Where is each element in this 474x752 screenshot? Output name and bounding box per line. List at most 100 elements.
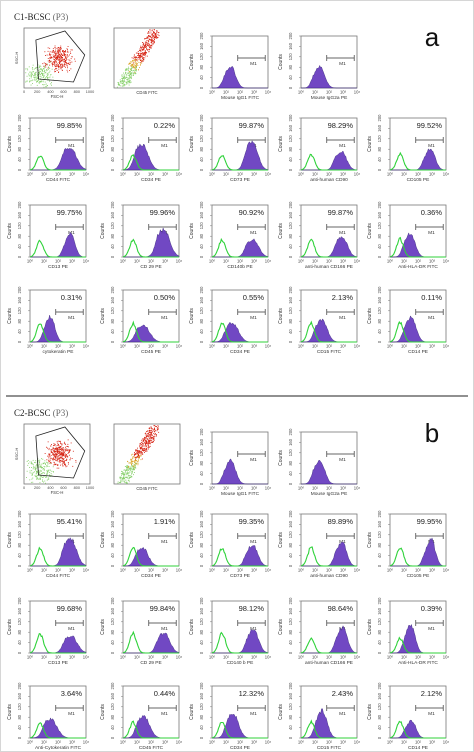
dot [56, 68, 58, 70]
y-tick-label: 200 [110, 597, 115, 605]
dot [64, 462, 65, 464]
dot [128, 480, 130, 481]
dot [133, 64, 135, 66]
dot [149, 440, 151, 442]
dot [63, 461, 65, 463]
x-tick-label: 10⁰ [27, 344, 34, 349]
dot [127, 81, 129, 83]
dot-plot-x-title: CD45 FITC [136, 90, 157, 95]
dot [55, 54, 57, 56]
dot [153, 425, 155, 427]
gate-label: M1 [68, 143, 75, 149]
dot [46, 459, 48, 461]
dot [152, 429, 154, 431]
y-tick-label: 0 [17, 736, 22, 739]
percent-label: 2.12% [421, 689, 443, 698]
dot [121, 474, 122, 476]
y-tick-label: 80 [110, 146, 115, 151]
dot [59, 454, 61, 455]
dot [35, 72, 37, 74]
dot [155, 37, 157, 39]
dot [69, 449, 71, 451]
dot [60, 453, 62, 455]
y-tick-label: 40 [110, 640, 115, 645]
dot [120, 81, 121, 83]
dot [57, 65, 59, 67]
dot [42, 70, 43, 72]
dot [140, 50, 142, 52]
y-tick-label: 80 [17, 146, 22, 151]
histogram-frame [122, 117, 180, 171]
dot [65, 463, 66, 465]
dot [62, 465, 64, 467]
isotype-control-line [211, 631, 268, 654]
gate-label: M1 [428, 143, 435, 149]
dot [148, 32, 150, 34]
dot [63, 52, 65, 54]
dot [136, 69, 137, 71]
dot [151, 29, 153, 31]
dot [122, 82, 124, 84]
dot [54, 55, 56, 56]
dot [56, 464, 58, 466]
dot [149, 428, 150, 430]
dot [143, 449, 145, 451]
y-tick-label: 160 [377, 124, 382, 132]
x-tick-label: 10² [237, 740, 244, 745]
histogram-frame [389, 685, 447, 739]
dot [132, 460, 134, 462]
y-tick-label: 0 [110, 736, 115, 739]
dot [58, 461, 60, 463]
x-tick-label: 10⁰ [298, 740, 305, 745]
dot [39, 66, 41, 68]
dot [40, 470, 42, 472]
dot [157, 34, 159, 36]
dot [133, 468, 135, 470]
dot [124, 466, 126, 467]
dot [58, 58, 60, 60]
dot [123, 469, 125, 471]
dot [137, 453, 139, 455]
dot [37, 472, 39, 473]
panel-title: C1-BCSC (P3) [14, 12, 68, 22]
dot [151, 44, 152, 46]
dot [61, 453, 63, 454]
x-tick-label: 10⁰ [298, 259, 305, 264]
y-tick-label: 200 [288, 428, 293, 436]
dot [147, 430, 149, 432]
dot [59, 446, 61, 448]
x-tick-label: 10¹ [312, 568, 319, 573]
dot [43, 472, 45, 474]
x-tick-label: 10² [55, 568, 62, 573]
dot [129, 466, 131, 468]
x-tick-label: 10² [326, 486, 333, 491]
dot [58, 450, 60, 452]
dot [47, 78, 49, 80]
dot [136, 449, 138, 451]
y-tick-label: 120 [17, 618, 22, 626]
dot [144, 439, 146, 441]
dot [140, 452, 141, 454]
dot [141, 62, 143, 64]
dot [54, 69, 56, 71]
dot [62, 454, 64, 456]
isotype-control-line [29, 722, 86, 739]
percent-label: 0.31% [61, 293, 83, 302]
x-tick-label: 10² [326, 568, 333, 573]
dot [64, 63, 65, 65]
gate-label: M1 [161, 539, 168, 545]
dot [59, 451, 60, 453]
dot [148, 441, 149, 443]
dot [116, 86, 118, 88]
dot [142, 443, 143, 444]
dot [62, 447, 64, 449]
dot [70, 68, 72, 70]
dot [39, 476, 41, 478]
dot [143, 448, 145, 450]
y-axis-title: Counts [278, 54, 284, 70]
dot [144, 44, 146, 46]
dot [30, 481, 32, 483]
dot [39, 463, 41, 465]
dot [36, 475, 38, 477]
dot [146, 434, 148, 436]
